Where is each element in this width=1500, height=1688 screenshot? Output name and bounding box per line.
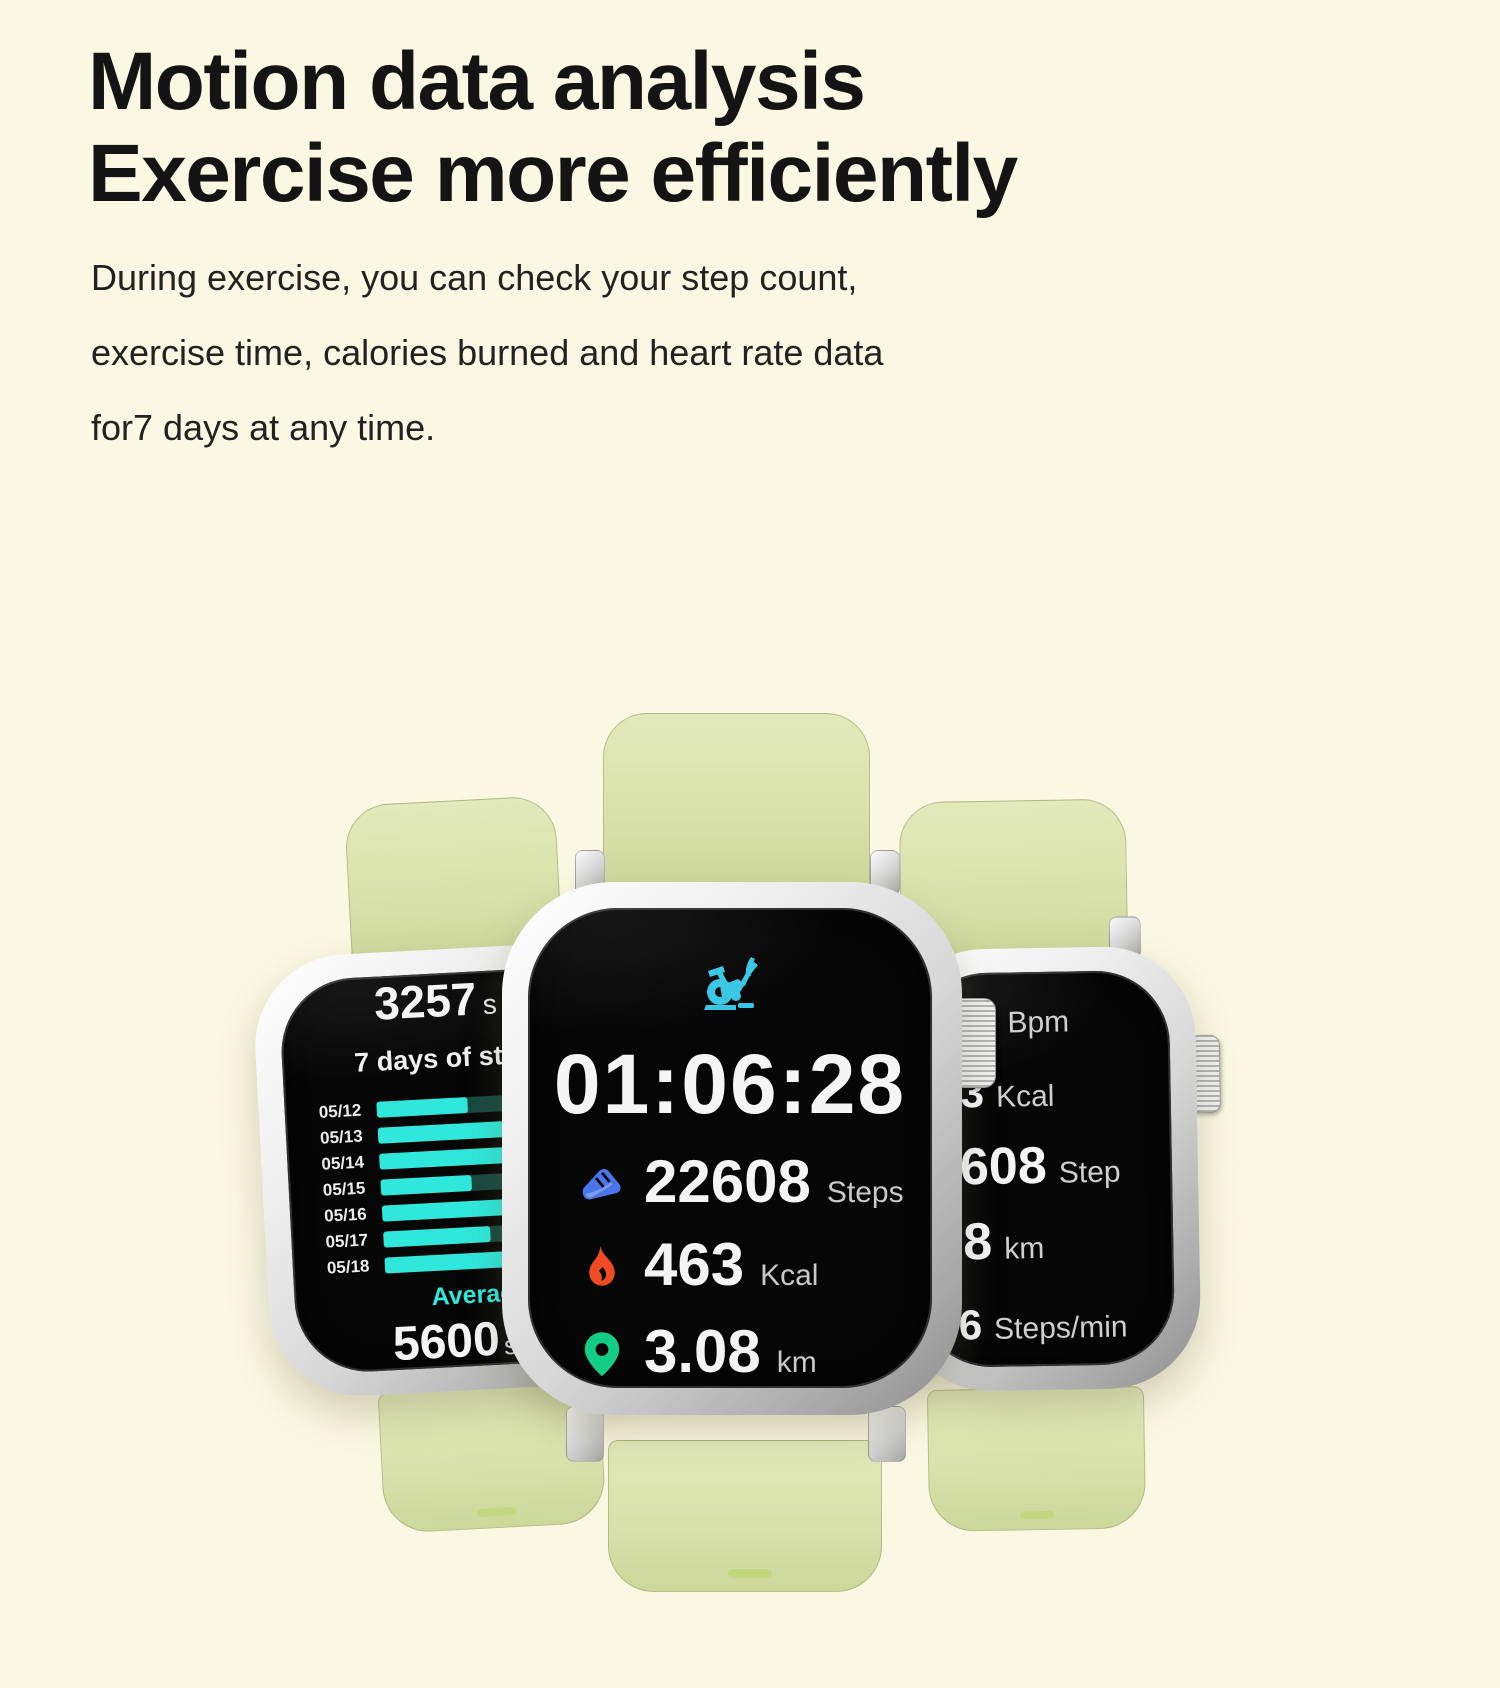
watch-center-screen: 01:06:28 22608 Steps 463 Kcal	[528, 908, 932, 1388]
page-title-line2: Exercise more efficiently	[88, 128, 1018, 219]
steps-metric-row: 22608 Steps	[578, 1152, 904, 1212]
workout-timer: 01:06:28	[553, 1037, 907, 1131]
page-description: During exercise, you can check your step…	[91, 240, 883, 465]
steps-value: 22608	[644, 1148, 811, 1215]
calories-value: 463	[644, 1231, 745, 1298]
shoe-icon	[582, 1169, 621, 1200]
watch-lug	[868, 1406, 906, 1462]
watch-center-top-strap	[603, 713, 870, 895]
page-title: Motion data analysis Exercise more effic…	[88, 36, 1018, 220]
description-line3: for7 days at any time.	[91, 407, 436, 448]
watch-lug	[566, 1406, 604, 1462]
distance-value: 3.08	[644, 1318, 761, 1385]
distance-metric-row: 3.08 km	[578, 1322, 817, 1382]
strap-keeper	[728, 1569, 772, 1578]
steps-unit: Steps	[826, 1176, 904, 1209]
location-pin-icon	[584, 1332, 620, 1377]
description-line2: exercise time, calories burned and heart…	[91, 332, 884, 373]
distance-unit: km	[776, 1346, 817, 1379]
description-line1: During exercise, you can check your step…	[91, 257, 858, 298]
flame-icon	[589, 1246, 615, 1286]
watch-center-bottom-strap	[608, 1440, 882, 1592]
calories-metric-row: 463 Kcal	[578, 1235, 818, 1295]
page-title-line1: Motion data analysis	[88, 36, 866, 127]
calories-unit: Kcal	[760, 1259, 819, 1292]
exercise-bike-icon	[704, 957, 758, 1010]
